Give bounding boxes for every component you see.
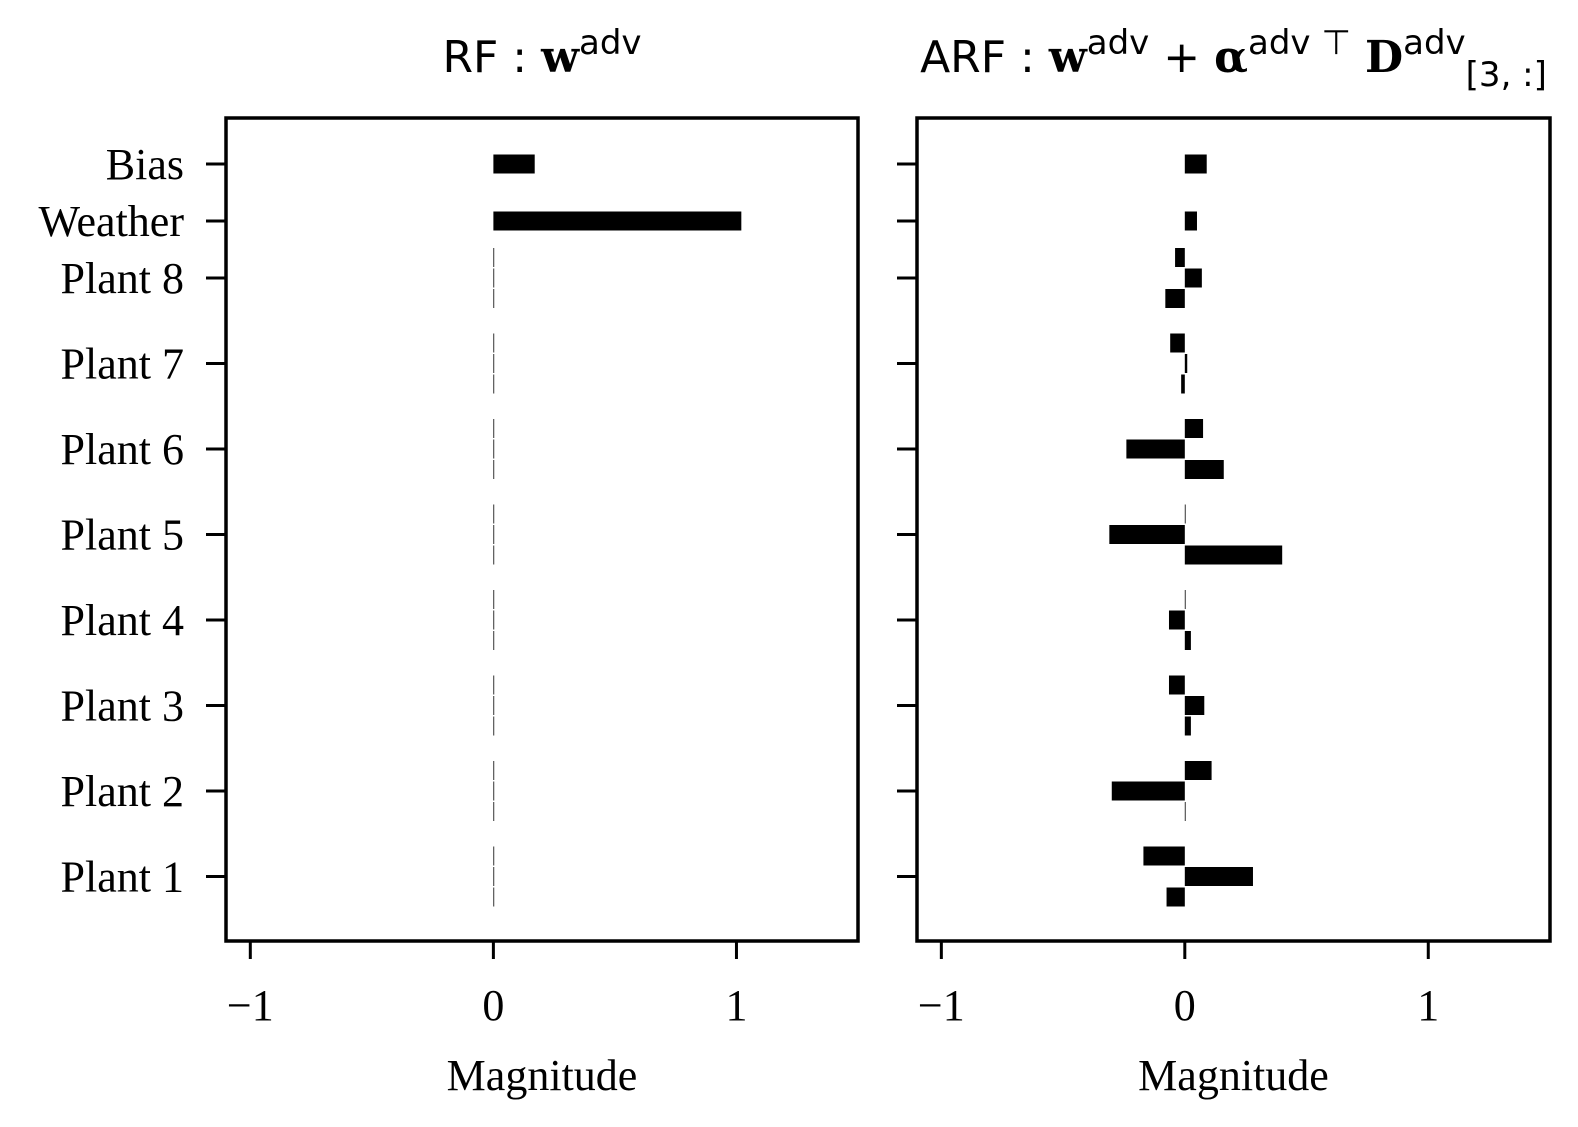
y-tick-label: Plant 2 <box>61 767 184 816</box>
bar <box>493 268 495 288</box>
title-part <box>1351 32 1365 83</box>
bar <box>1166 887 1185 907</box>
bar <box>1184 802 1186 821</box>
bar <box>1184 154 1207 174</box>
bar <box>1184 716 1191 736</box>
title-part: w <box>1048 32 1088 83</box>
x-tick-label: −1 <box>918 981 965 1030</box>
x-tick-label: 0 <box>1174 981 1196 1030</box>
bar <box>493 419 495 438</box>
bar <box>493 887 495 907</box>
bar <box>1109 525 1185 544</box>
chart-title: ARF : wadv + αadv ⊤ Dadv[3, :] <box>920 23 1547 95</box>
bar <box>493 460 495 479</box>
bar <box>1184 419 1204 438</box>
bar <box>493 333 495 353</box>
axes-frame <box>224 116 860 943</box>
bar <box>493 761 495 780</box>
bar <box>1184 696 1205 715</box>
bar <box>493 545 495 565</box>
x-tick-label: 1 <box>1417 981 1439 1030</box>
chart-title: RF : wadv <box>442 23 641 83</box>
bar <box>493 248 495 267</box>
bar <box>493 696 495 715</box>
x-tick-label: 0 <box>482 981 504 1030</box>
title-part: α <box>1214 32 1248 83</box>
bar <box>493 716 495 736</box>
y-tick-label: Plant 6 <box>61 425 184 474</box>
bar <box>493 610 495 630</box>
title-part: + <box>1149 32 1214 83</box>
bar <box>1184 590 1186 609</box>
bar <box>493 802 495 821</box>
x-tick-label: 1 <box>725 981 747 1030</box>
bar <box>1143 846 1185 866</box>
y-tick-label: Plant 4 <box>61 596 184 645</box>
bar <box>1181 374 1185 394</box>
bar <box>1170 333 1185 353</box>
bar <box>493 846 495 866</box>
title-part: RF : <box>442 32 541 83</box>
y-tick-label: Bias <box>106 140 184 189</box>
bar <box>493 590 495 609</box>
bar <box>493 525 495 544</box>
title-part: adv ⊤ <box>1248 23 1351 63</box>
bar <box>1184 761 1212 780</box>
y-tick-label: Weather <box>39 197 185 246</box>
title-part: adv <box>579 23 642 63</box>
title-part: adv <box>1087 23 1150 63</box>
x-tick-label: −1 <box>227 981 274 1030</box>
title-part: [3, :] <box>1466 55 1547 95</box>
y-tick-label: Plant 8 <box>61 254 184 303</box>
bar <box>1184 545 1283 565</box>
bar <box>1184 354 1188 373</box>
y-tick-label: Plant 3 <box>61 682 184 731</box>
bar <box>1168 675 1185 695</box>
title-part: D <box>1365 32 1403 83</box>
y-tick-label: Plant 7 <box>61 340 184 389</box>
bar <box>1168 610 1185 630</box>
x-axis-label: Magnitude <box>1138 1051 1329 1100</box>
title-part: adv <box>1403 23 1466 63</box>
bar <box>493 354 495 373</box>
bar <box>1184 631 1191 650</box>
bar <box>493 781 495 801</box>
axes-frame <box>915 116 1552 943</box>
bar <box>493 631 495 650</box>
bar <box>493 374 495 394</box>
bar <box>493 867 495 886</box>
bar <box>1175 248 1185 267</box>
y-tick-label: Plant 5 <box>61 511 184 560</box>
bar <box>1184 867 1253 886</box>
bar <box>1184 504 1186 524</box>
bar <box>1184 460 1224 479</box>
bar <box>493 154 535 174</box>
bar <box>1165 289 1185 308</box>
bar <box>493 211 742 231</box>
bar <box>1184 268 1202 288</box>
y-tick-label: Plant 1 <box>61 853 184 902</box>
bar <box>493 439 495 459</box>
bar <box>493 289 495 308</box>
bar <box>493 504 495 524</box>
bar <box>1111 781 1185 801</box>
bar <box>1184 211 1197 231</box>
title-part: w <box>540 32 580 83</box>
bar <box>1126 439 1185 459</box>
title-part: ARF : <box>920 32 1049 83</box>
bar <box>493 675 495 695</box>
x-axis-label: Magnitude <box>447 1051 638 1100</box>
